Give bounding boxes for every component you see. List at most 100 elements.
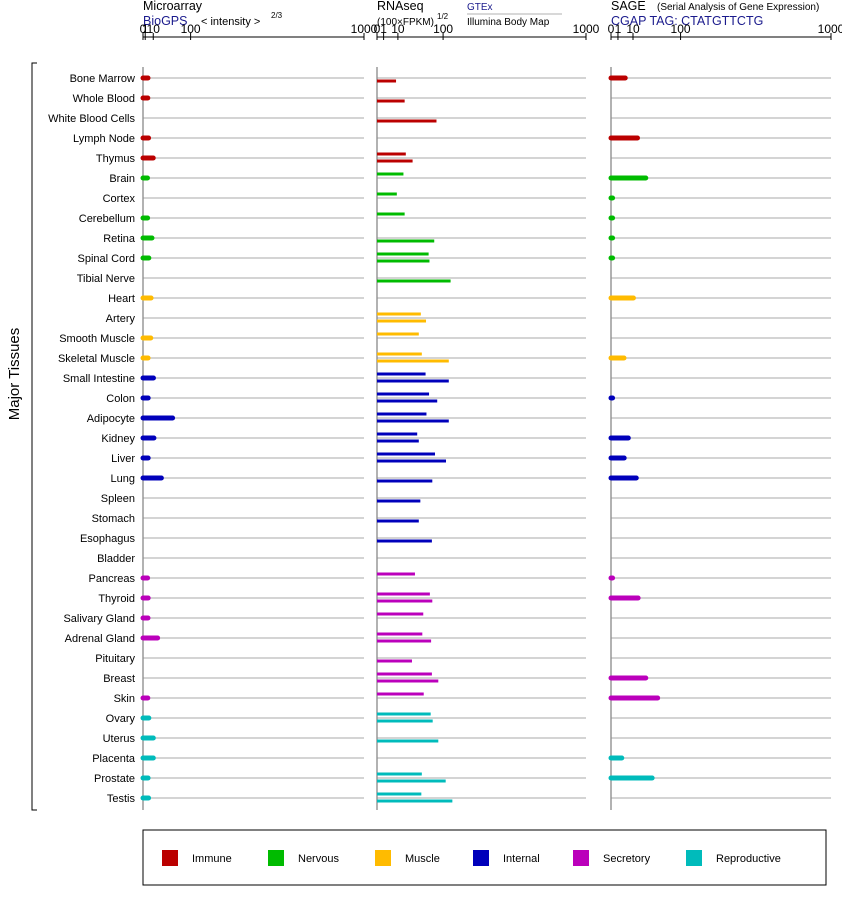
legend-swatch-muscle (375, 850, 391, 866)
bar-rnaseq-tibial-nerve-illumina (377, 279, 451, 283)
bar-rnaseq-artery-illumina (377, 319, 427, 323)
panel-header-rnaseq: RNAseq (100×FPKM) 1/2 GTEx Illumina Body… (377, 0, 562, 28)
tissue-label-testis: Testis (107, 793, 136, 805)
bar-rnaseq-pancreas-gtex (377, 572, 415, 576)
bar-rnaseq-esophagus-illumina (377, 539, 432, 543)
bar-rnaseq-colon-gtex (377, 392, 430, 396)
bar-rnaseq-kidney-illumina (377, 439, 419, 443)
bar-rnaseq-liver-gtex (377, 452, 435, 456)
tissue-label-smooth-muscle: Smooth Muscle (59, 333, 135, 345)
tissue-label-skeletal-muscle: Skeletal Muscle (58, 353, 135, 365)
legend-swatch-nervous (268, 850, 284, 866)
bar-rnaseq-adrenal-gland-illumina (377, 639, 432, 643)
bar-rnaseq-adrenal-gland-gtex (377, 632, 423, 636)
rnaseq-title: RNAseq (377, 0, 424, 13)
tissue-label-liver: Liver (111, 453, 135, 465)
panel-sage: 0 1 10 100 1000 (608, 22, 842, 810)
tissue-label-stomach: Stomach (92, 513, 135, 525)
legend: Immune Nervous Muscle Internal Secretory Repr… (162, 850, 781, 866)
tissue-label-artery: Artery (106, 313, 136, 325)
bar-rnaseq-retina-illumina (377, 239, 435, 243)
biogps-link[interactable]: BioGPS (143, 14, 187, 28)
x-tick-label-rnaseq-2: 10 (391, 22, 405, 36)
cgap-tag-link[interactable]: CGAP TAG: CTATGTTCTG (611, 14, 763, 28)
x-tick-label-microarray-3: 100 (181, 22, 201, 36)
bar-rnaseq-stomach-illumina (377, 519, 419, 523)
bar-rnaseq-kidney-gtex (377, 432, 418, 436)
tissue-label-spleen: Spleen (101, 493, 135, 505)
panel-header-microarray: Microarray BioGPS < intensity > 2/3 (143, 0, 283, 28)
tissue-label-uterus: Uterus (103, 733, 136, 745)
bar-rnaseq-thyroid-illumina (377, 599, 433, 603)
microarray-unit: < intensity > (201, 16, 260, 28)
tissue-label-kidney: Kidney (101, 433, 135, 445)
tissue-label-bone-marrow: Bone Marrow (70, 73, 135, 85)
sage-title: SAGE (611, 0, 646, 13)
tissue-label-thyroid: Thyroid (98, 593, 135, 605)
legend-label-immune: Immune (192, 853, 232, 865)
panel-rnaseq: 0 1 10 100 1000 (374, 22, 600, 810)
x-tick-label-microarray-2: 10 (147, 22, 161, 36)
y-group-label: Major Tissues (6, 328, 23, 421)
bar-rnaseq-uterus-illumina (377, 739, 439, 743)
y-group-bracket (31, 62, 37, 811)
bar-rnaseq-thymus-gtex (377, 152, 406, 156)
x-tick-label-rnaseq-1: 1 (380, 22, 387, 36)
legend-label-internal: Internal (503, 853, 540, 865)
bar-rnaseq-pituitary-illumina (377, 659, 412, 663)
x-tick-label-microarray-0: 0 (140, 22, 147, 36)
x-tick-label-rnaseq-0: 0 (374, 22, 381, 36)
bar-rnaseq-skeletal-muscle-illumina (377, 359, 449, 363)
bar-rnaseq-spinal-cord-illumina (377, 259, 430, 263)
bar-rnaseq-white-blood-cells-illumina (377, 119, 437, 123)
tissue-label-placenta: Placenta (92, 753, 136, 765)
legend-swatch-internal (473, 850, 489, 866)
bar-rnaseq-liver-illumina (377, 459, 447, 463)
bar-rnaseq-spinal-cord-gtex (377, 252, 429, 256)
microarray-exponent: 2/3 (271, 11, 283, 20)
tissue-label-small-intestine: Small Intestine (63, 373, 135, 385)
sage-subtitle: (Serial Analysis of Gene Expression) (657, 2, 819, 13)
tissue-label-retina: Retina (103, 233, 136, 245)
tissue-label-prostate: Prostate (94, 773, 135, 785)
legend-label-muscle: Muscle (405, 853, 440, 865)
legend-swatch-immune (162, 850, 178, 866)
x-tick-label-rnaseq-3: 100 (433, 22, 453, 36)
tissue-label-ovary: Ovary (106, 713, 136, 725)
tissue-label-tibial-nerve: Tibial Nerve (77, 273, 135, 285)
x-tick-label-microarray-4: 1000 (351, 22, 378, 36)
bar-rnaseq-skin-gtex (377, 692, 424, 696)
tissue-label-thymus: Thymus (96, 153, 136, 165)
tissue-label-breast: Breast (103, 673, 135, 685)
tissue-label-pancreas: Pancreas (89, 573, 136, 585)
tissue-label-lymph-node: Lymph Node (73, 133, 135, 145)
legend-swatch-reproductive (686, 850, 702, 866)
tissue-label-esophagus: Esophagus (80, 533, 136, 545)
tissue-labels: Bone Marrow Whole Blood White Blood Cells L… (48, 73, 136, 805)
tissue-label-cortex: Cortex (103, 193, 136, 205)
tissue-label-adrenal-gland: Adrenal Gland (65, 633, 135, 645)
panel-header-sage: SAGE (Serial Analysis of Gene Expression… (611, 0, 819, 28)
tissue-label-salivary-gland: Salivary Gland (63, 613, 135, 625)
tissue-label-adipocyte: Adipocyte (87, 413, 135, 425)
x-tick-label-sage-3: 100 (671, 22, 691, 36)
bar-rnaseq-whole-blood-illumina (377, 99, 405, 103)
legend-label-reproductive: Reproductive (716, 853, 781, 865)
bar-rnaseq-ovary-gtex (377, 712, 431, 716)
bar-rnaseq-brain-gtex (377, 172, 404, 176)
gtex-source-label[interactable]: GTEx (467, 2, 493, 13)
x-tick-label-microarray-1: 1 (142, 22, 149, 36)
bar-rnaseq-small-intestine-illumina (377, 379, 449, 383)
bar-rnaseq-breast-gtex (377, 672, 432, 676)
bar-rnaseq-bone-marrow-illumina (377, 79, 397, 83)
tissue-label-lung: Lung (111, 473, 135, 485)
x-tick-label-sage-1: 1 (615, 22, 622, 36)
bar-rnaseq-spleen-illumina (377, 499, 421, 503)
tissue-label-cerebellum: Cerebellum (79, 213, 135, 225)
bar-rnaseq-small-intestine-gtex (377, 372, 426, 376)
bar-rnaseq-colon-illumina (377, 399, 438, 403)
rnaseq-unit: (100×FPKM) (377, 17, 434, 28)
